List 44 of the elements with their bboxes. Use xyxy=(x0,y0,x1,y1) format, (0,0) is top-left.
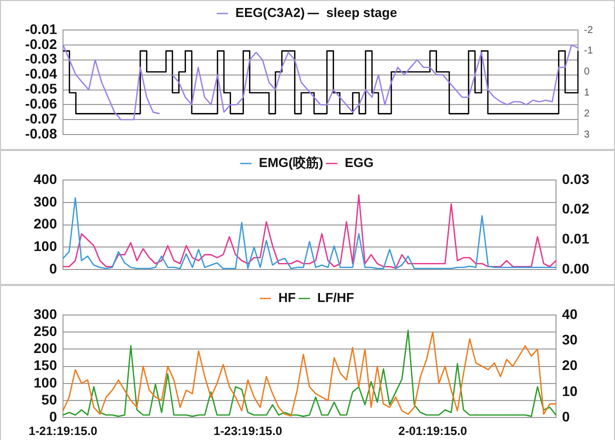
y2-tick-label: 0.02 xyxy=(562,200,590,217)
y-tick-label: 100 xyxy=(34,238,58,254)
y-tick-label: 400 xyxy=(34,170,58,187)
legend-label: EMG(咬筋) xyxy=(258,155,324,170)
y2-tick-label: -2 xyxy=(584,24,594,36)
x-tick-label: 1-23:19:15.0 xyxy=(214,424,283,438)
y-tick-label: 150 xyxy=(34,357,58,374)
y2-tick-label: 0.00 xyxy=(562,260,590,276)
y2-tick-label: 0 xyxy=(584,66,590,78)
y-tick-label: -0.02 xyxy=(25,36,58,52)
y-tick-label: 200 xyxy=(34,340,58,356)
y2-tick-label: 10 xyxy=(562,382,578,399)
y-tick-label: -0.08 xyxy=(25,125,58,142)
y-tick-label: -0.04 xyxy=(25,66,58,82)
y2-tick-label: 2 xyxy=(584,108,590,120)
y2-tick-label: 30 xyxy=(562,332,578,348)
y2-tick-label: 1 xyxy=(584,88,590,99)
legend-label: sleep stage xyxy=(326,5,398,20)
y2-tick-label: 0 xyxy=(562,408,570,424)
y-tick-label: 200 xyxy=(34,216,58,232)
legend-label: EGG xyxy=(344,155,374,170)
y-tick-label: -0.07 xyxy=(25,110,58,127)
y2-tick-label: 0.01 xyxy=(562,230,590,247)
y-tick-label: -0.01 xyxy=(25,20,58,37)
y-tick-label: -0.05 xyxy=(25,80,58,97)
y-tick-label: 300 xyxy=(34,193,58,210)
y-tick-label: 0 xyxy=(49,408,58,424)
x-tick-label: 2-01:19:15.0 xyxy=(398,424,468,438)
y-tick-label: 300 xyxy=(34,306,58,322)
y2-tick-label: -1 xyxy=(584,46,594,57)
x-tick-label: 1-21:19:15.0 xyxy=(28,424,98,438)
y2-tick-label: 20 xyxy=(562,357,578,374)
y-tick-label: -0.03 xyxy=(25,50,58,67)
legend-label: LF/HF xyxy=(317,290,354,306)
y-tick-label: 100 xyxy=(34,374,58,390)
y-tick-label: 0 xyxy=(49,260,58,276)
y-tick-label: 50 xyxy=(41,391,58,408)
y2-tick-label: 40 xyxy=(562,306,578,322)
legend-label: EEG(C3A2) xyxy=(235,5,305,20)
y-tick-label: 250 xyxy=(34,322,58,339)
y2-tick-label: 3 xyxy=(584,129,590,140)
legend-label: HF xyxy=(278,290,296,306)
y2-tick-label: 0.03 xyxy=(562,170,590,187)
y-tick-label: -0.06 xyxy=(25,96,58,112)
